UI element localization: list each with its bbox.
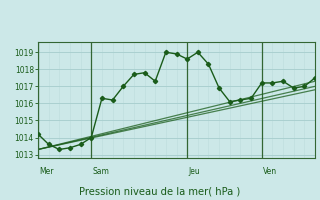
- Text: Mer: Mer: [40, 167, 54, 176]
- Text: Pression niveau de la mer( hPa ): Pression niveau de la mer( hPa ): [79, 186, 241, 196]
- Text: Sam: Sam: [93, 167, 110, 176]
- Text: Jeu: Jeu: [189, 167, 201, 176]
- Text: Ven: Ven: [263, 167, 277, 176]
